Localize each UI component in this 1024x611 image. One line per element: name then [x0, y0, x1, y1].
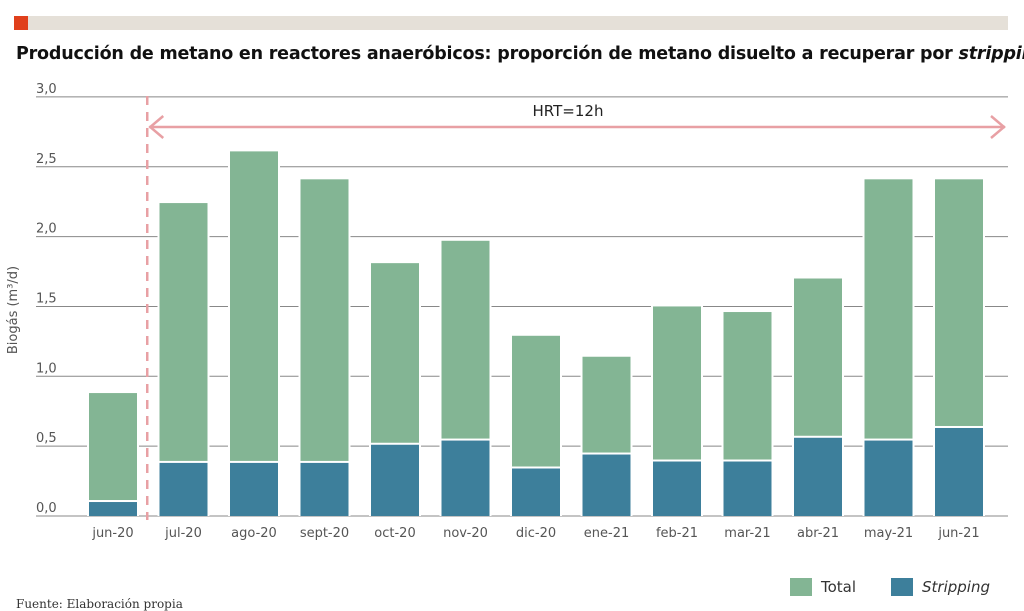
bar-stripping [89, 502, 137, 516]
x-tick-label: may-21 [864, 526, 913, 541]
chart-title: Producción de metano en reactores anaeró… [16, 44, 1024, 64]
hrt-arrowhead-right [990, 115, 1006, 139]
bar-total [159, 203, 208, 461]
bar-stripping [371, 444, 419, 516]
title-italic: stripping [958, 44, 1024, 64]
legend-label-total: Total [821, 578, 857, 596]
bar-stripping [653, 461, 701, 516]
bar-stripping [723, 461, 772, 516]
y-tick-label: 0,5 [36, 431, 57, 446]
legend-stripping: Stripping [891, 578, 990, 596]
hrt-arrowhead-left [148, 115, 165, 139]
bar-stripping [300, 462, 349, 516]
legend-swatch-total [790, 578, 812, 596]
bar-total [935, 179, 983, 426]
x-tick-label: dic-20 [516, 526, 556, 541]
x-tick-label: oct-20 [374, 526, 415, 541]
x-tick-label: abr-21 [797, 526, 839, 541]
bar-stripping [582, 454, 631, 516]
legend-label-stripping: Stripping [922, 578, 990, 596]
bar-stripping [159, 462, 208, 516]
bar-total [300, 179, 349, 461]
bar-stripping [512, 468, 560, 516]
bar-stripping [441, 440, 490, 516]
x-tick-label: ene-21 [584, 526, 629, 541]
y-axis-label: Biogás (m³/d) [6, 266, 21, 354]
legend-swatch-stripping [891, 578, 913, 596]
x-tick-label: ago-20 [231, 526, 277, 541]
bar-total [582, 356, 631, 453]
x-tick-label: feb-21 [656, 526, 698, 541]
y-tick-label: 2,0 [36, 222, 57, 237]
x-tick-label: nov-20 [443, 526, 488, 541]
bar-total [89, 393, 137, 501]
header-accent [14, 16, 28, 30]
bar-total [441, 240, 490, 439]
x-tick-label: sept-20 [300, 526, 349, 541]
bar-stripping [230, 462, 278, 516]
legend-total: Total [790, 578, 856, 596]
bar-total [371, 263, 419, 443]
y-tick-label: 2,5 [36, 152, 57, 167]
source-note: Fuente: Elaboración propia [16, 597, 183, 611]
bar-total [794, 278, 842, 436]
bar-stripping [794, 437, 842, 516]
x-tick-label: jun-20 [91, 526, 133, 541]
x-tick-label: jul-20 [164, 526, 202, 541]
bar-stripping [935, 427, 983, 516]
x-tick-label: jun-21 [937, 526, 979, 541]
bar-total [230, 151, 278, 461]
header-bar [14, 16, 1008, 30]
bar-total [512, 335, 560, 467]
bar-total [723, 312, 772, 460]
bar-stripping [864, 440, 913, 516]
y-tick-label: 3,0 [36, 82, 57, 97]
bar-total [864, 179, 913, 439]
y-tick-label: 1,0 [36, 361, 57, 376]
x-tick-label: mar-21 [724, 526, 770, 541]
title-text: Producción de metano en reactores anaeró… [16, 44, 959, 64]
y-tick-label: 1,5 [36, 291, 57, 306]
y-tick-label: 0,0 [36, 501, 57, 516]
hrt-label: HRT=12h [533, 102, 604, 120]
bar-total [653, 306, 701, 460]
